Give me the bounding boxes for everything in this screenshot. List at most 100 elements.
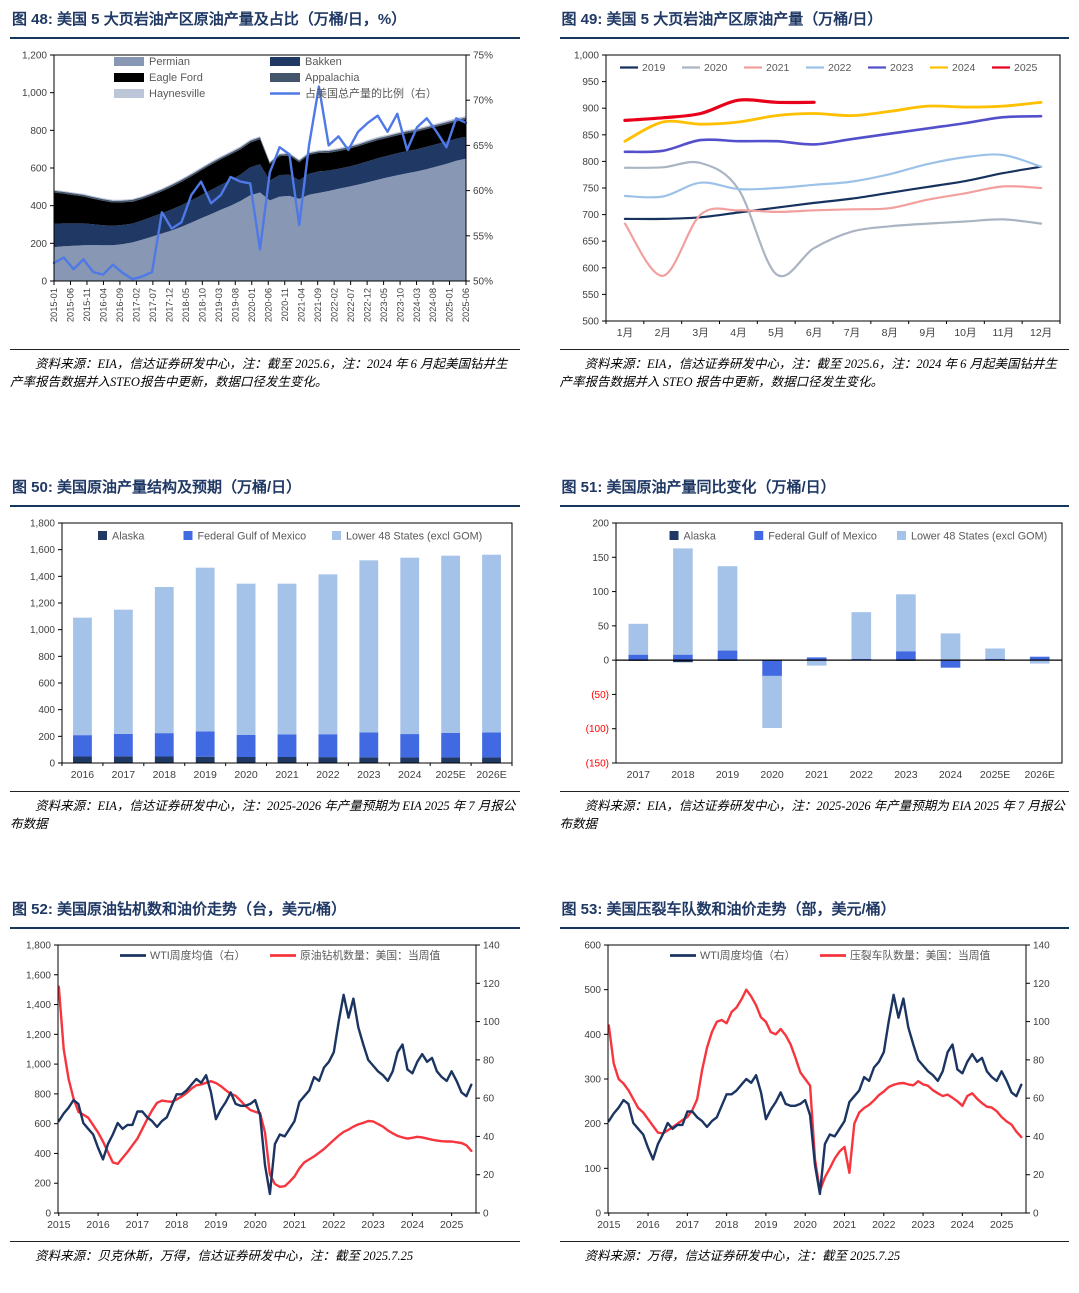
x-axis-label: 2024-03 bbox=[412, 288, 422, 322]
x-axis-label: 2019-08 bbox=[230, 288, 240, 322]
x-axis-label: 2018 bbox=[714, 1219, 738, 1231]
bar-2026E-lower-48-states-(excl-gom) bbox=[482, 554, 501, 732]
x-axis-label: 2019 bbox=[715, 769, 739, 781]
x-axis-label: 2024 bbox=[950, 1219, 974, 1231]
right-axis-label: 60% bbox=[473, 186, 493, 197]
bar-2022-federal-gulf-of-mexico bbox=[850, 658, 871, 660]
right-axis-label: 0 bbox=[1033, 1208, 1039, 1219]
x-axis-label: 2016 bbox=[71, 769, 95, 781]
left-axis-label: 400 bbox=[34, 1148, 51, 1159]
right-axis-label: 75% bbox=[473, 50, 493, 61]
bar-2026E-federal-gulf-of-mexico bbox=[1029, 656, 1050, 660]
bar-2018-federal-gulf-of-mexico bbox=[672, 654, 693, 660]
bar-2020-alaska bbox=[236, 756, 256, 763]
figure-53-chart: 0 100 200 300 400 500 600 0 20 40 60 80 100 120 140 201… bbox=[560, 929, 1070, 1239]
x-axis-label: 2月 bbox=[654, 327, 670, 339]
figure-48-canvas: 0 200 400 600 800 1,000 1,200 50% 55% 60% 65% 70% 75… bbox=[22, 50, 493, 322]
figure-51-source: 资料来源：EIA，信达证券研发中心，注：2025-2026 年产量预期为 EIA… bbox=[559, 790, 1069, 835]
legend-label: Federal Gulf of Mexico bbox=[768, 530, 877, 542]
right-axis-label: 60 bbox=[1033, 1093, 1045, 1104]
figure-51-chart: 2017 2018 2019 2020 2021 2022 2023 2024 2025E 202… bbox=[560, 507, 1070, 789]
legend-swatch bbox=[114, 72, 144, 82]
figure-48-chart: 0 200 400 600 800 1,000 1,200 50% 55% 60% 65% 70% 75… bbox=[10, 39, 520, 347]
x-axis-label: 2018 bbox=[153, 769, 177, 781]
x-axis-label: 2021 bbox=[283, 1219, 307, 1231]
bar-2020-lower-48-states-(excl-gom) bbox=[761, 675, 782, 728]
left-axis-label: 200 bbox=[592, 518, 609, 529]
left-axis-label: 500 bbox=[582, 316, 599, 327]
left-axis-label: 750 bbox=[582, 183, 599, 194]
left-axis-label: 1,400 bbox=[26, 1000, 51, 1011]
x-axis-label: 1月 bbox=[616, 327, 632, 339]
left-axis-label: 400 bbox=[30, 201, 47, 212]
left-axis-label: 200 bbox=[38, 731, 55, 742]
left-axis-label: 1,400 bbox=[30, 571, 55, 582]
series-eagle-ford-area bbox=[54, 118, 466, 226]
left-axis-label: 800 bbox=[38, 651, 55, 662]
figure-50-title: 图 50: 美国原油产量结构及预期（万桶/日） bbox=[10, 476, 520, 507]
bar-2023-lower-48-states-(excl-gom) bbox=[895, 593, 916, 651]
x-axis-label: 2025-01 bbox=[445, 288, 455, 322]
x-axis-label: 7月 bbox=[843, 327, 859, 339]
figure-52-title: 图 52: 美国原油钻机数和油价走势（台，美元/桶） bbox=[10, 898, 520, 929]
left-axis-label: 1,800 bbox=[26, 940, 51, 951]
series-2024-line bbox=[623, 100, 1042, 143]
legend-swatch bbox=[114, 56, 144, 66]
legend-label: Federal Gulf of Mexico bbox=[198, 530, 307, 542]
figure-52-chart: 0 200 400 600 800 1,000 1,200 1,400 1,600 1,800 0 2… bbox=[10, 929, 520, 1239]
bar-2023-alaska bbox=[359, 756, 379, 763]
legend-swatch bbox=[270, 56, 300, 66]
bar-2019-federal-gulf-of-mexico bbox=[717, 650, 737, 660]
right-axis-label: 120 bbox=[483, 978, 500, 989]
left-axis-label: 1,000 bbox=[30, 625, 55, 636]
bar-2021-federal-gulf-of-mexico bbox=[806, 656, 827, 660]
right-axis-label: 140 bbox=[1033, 940, 1050, 951]
figure-53: 图 53: 美国压裂车队数和油价走势（部，美元/桶） 0 100 200 300 400… bbox=[559, 898, 1070, 1266]
legend-label: Appalachia bbox=[305, 72, 360, 84]
right-axis-label: 70% bbox=[473, 95, 493, 106]
figure-52-canvas: 02004006008001,0001,2001,4001,6001,80002… bbox=[26, 940, 500, 1231]
series-wti-line bbox=[57, 993, 473, 1195]
x-axis-label: 2019-03 bbox=[214, 288, 224, 322]
legend-swatch bbox=[753, 530, 763, 540]
left-axis-label: 900 bbox=[582, 103, 599, 114]
left-axis-label: 1,800 bbox=[30, 518, 55, 529]
left-axis-label: 1,600 bbox=[30, 545, 55, 556]
figure-48: 图 48: 美国 5 大页岩油产区原油产量及占比（万桶/日，%） 0 200 400… bbox=[10, 8, 520, 392]
legend-swatch bbox=[98, 530, 107, 540]
legend-label: 2022 bbox=[828, 62, 852, 74]
x-axis-label: 5月 bbox=[768, 327, 784, 339]
bar-2018-alaska bbox=[154, 755, 174, 763]
figure-50-canvas: 2016 2017 2018 2019 2020 2021 2022 2023 2024 2025… bbox=[30, 518, 513, 781]
bar-2019-lower-48-states-(excl-gom) bbox=[717, 565, 737, 651]
x-axis-label: 8月 bbox=[881, 327, 897, 339]
series-2021-line bbox=[623, 184, 1042, 277]
left-axis-label: 600 bbox=[38, 678, 55, 689]
legend-label: Alaska bbox=[112, 530, 144, 542]
left-axis-label: 400 bbox=[584, 1029, 601, 1040]
bar-2017-lower-48-states-(excl-gom) bbox=[627, 623, 648, 655]
legend-swatch bbox=[114, 88, 144, 98]
left-axis-label: 1,200 bbox=[26, 1029, 51, 1040]
figure-53-source: 资料来源：万得，信达证券研发中心，注：截至 2025.7.25 bbox=[559, 1240, 1069, 1266]
x-axis-label: 2024 bbox=[401, 1219, 425, 1231]
x-axis-label: 2022-02 bbox=[329, 288, 339, 322]
bar-2021-federal-gulf-of-mexico bbox=[277, 733, 297, 757]
right-axis-label: 80 bbox=[1033, 1055, 1045, 1066]
bar-2020-federal-gulf-of-mexico bbox=[761, 660, 782, 676]
left-axis-label: 600 bbox=[584, 940, 601, 951]
x-axis-label: 2021-09 bbox=[313, 288, 323, 322]
legend-swatch bbox=[896, 530, 906, 540]
bar-2017-lower-48-states-(excl-gom) bbox=[113, 609, 133, 734]
legend-label: 压裂车队数量：美国：当周值 bbox=[850, 948, 991, 962]
bar-2023-federal-gulf-of-mexico bbox=[895, 650, 916, 660]
x-axis-label: 10月 bbox=[954, 327, 976, 339]
left-axis-label: 0 bbox=[49, 758, 55, 769]
right-axis-label: 40 bbox=[1033, 1131, 1045, 1142]
x-axis-label: 2023 bbox=[894, 769, 918, 781]
bar-2025E-alaska bbox=[441, 756, 461, 763]
x-axis-label: 2020-01 bbox=[247, 288, 257, 322]
bar-2022-alaska bbox=[318, 756, 338, 763]
figure-51-canvas: 2017 2018 2019 2020 2021 2022 2023 2024 2025E 202… bbox=[585, 518, 1062, 781]
